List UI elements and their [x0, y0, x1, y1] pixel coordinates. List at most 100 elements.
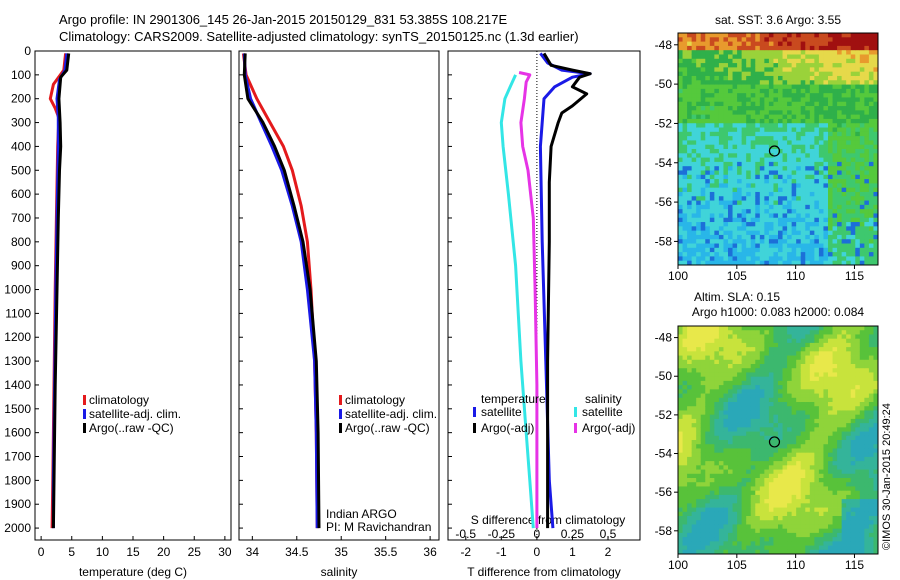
- sla-map-cell: [678, 452, 683, 458]
- sla-map-cell: [723, 511, 729, 517]
- sla-map-cell: [868, 503, 874, 508]
- sst-map-cell: [846, 226, 852, 232]
- sst-map-cell: [850, 187, 856, 193]
- sla-map-cell: [796, 478, 802, 483]
- sst-map-cell: [678, 191, 683, 197]
- sla-map-cell: [718, 414, 724, 420]
- sst-map-cell: [718, 217, 724, 223]
- sst-map-cell: [805, 71, 811, 77]
- sla-map-cell: [773, 427, 779, 432]
- sla-map-cell: [700, 385, 706, 390]
- sst-map-cell: [787, 213, 793, 219]
- sst-map-cell: [778, 131, 783, 137]
- sst-map-cell: [691, 84, 697, 90]
- sla-map-cell: [687, 507, 693, 513]
- sla-map-cell: [687, 503, 693, 508]
- sst-map-cell: [682, 157, 688, 163]
- sla-map-cell: [768, 528, 774, 534]
- sst-map-cell: [800, 93, 806, 98]
- sst-map-cell: [700, 54, 706, 60]
- sla-map-cell: [868, 541, 874, 546]
- sla-map-cell: [732, 528, 738, 534]
- sst-map-cell: [678, 179, 683, 184]
- sla-map-cell: [773, 364, 779, 369]
- sla-map-cell: [778, 368, 783, 373]
- sla-map-cell: [768, 494, 774, 500]
- sla-map-cell: [823, 402, 829, 407]
- sla-map-cell: [764, 448, 770, 454]
- sst-map-cell: [859, 136, 865, 141]
- sst-map-cell: [728, 88, 733, 94]
- sla-map-cell: [696, 448, 702, 454]
- sst-map-cell: [832, 127, 838, 133]
- sst-map-cell: [728, 149, 733, 154]
- sla-map-cell: [796, 380, 802, 386]
- sla-map-cell: [764, 410, 770, 416]
- sst-map-cell: [737, 170, 743, 176]
- sst-map-cell: [859, 71, 865, 77]
- sst-map-cell: [773, 183, 779, 189]
- sla-map-cell: [741, 402, 747, 407]
- temperature-plot-frame: [34, 50, 232, 541]
- sla-map-cell: [873, 490, 879, 496]
- sst-map-cell: [791, 226, 797, 232]
- sla-map-cell: [787, 486, 793, 492]
- sla-map-cell: [846, 330, 852, 335]
- sst-map-cell: [859, 37, 865, 42]
- sla-map-cell: [832, 499, 838, 504]
- sla-map-cell: [750, 427, 756, 432]
- sla-map-cell: [709, 397, 715, 403]
- sst-map-cell: [828, 217, 833, 223]
- sla-map-cell: [750, 351, 756, 356]
- sst-map-cell: [687, 144, 693, 150]
- sla-map-cell: [732, 347, 738, 352]
- sst-map-cell: [773, 166, 779, 171]
- sla-map-cell: [787, 490, 793, 496]
- sla-map-cell: [709, 393, 715, 399]
- sst-map-cell: [709, 88, 715, 94]
- sla-map-cell: [787, 376, 793, 382]
- sst-map-cell: [828, 41, 833, 47]
- sst-map-cell: [855, 187, 861, 193]
- sla-map-cell: [841, 537, 847, 542]
- sst-map-cell: [750, 75, 756, 81]
- sla-map-cell: [823, 469, 829, 475]
- sla-map-cell: [755, 414, 761, 420]
- sst-map-cell: [791, 41, 797, 47]
- sla-map-cell: [832, 397, 838, 403]
- sst-map-cell: [705, 243, 711, 249]
- sla-map-cell: [709, 406, 715, 411]
- sst-map-cell: [741, 256, 747, 262]
- sst-map-title: sat. SST: 3.6 Argo: 3.55: [715, 13, 841, 27]
- sst-map-cell: [832, 226, 838, 232]
- sla-map-cell: [814, 541, 820, 546]
- sla-map-cell: [818, 469, 824, 475]
- sst-map-cell: [723, 127, 729, 133]
- sla-map-cell: [737, 397, 743, 403]
- sla-map-cell: [755, 393, 761, 399]
- sla-map-cell: [750, 435, 756, 441]
- sla-map-cell: [814, 431, 820, 437]
- sla-map-cell: [691, 385, 697, 390]
- sst-map-cell: [791, 239, 797, 244]
- sla-map-cell: [828, 541, 833, 546]
- sst-map-cell: [855, 260, 861, 266]
- sst-map-cell: [823, 101, 829, 107]
- sla-map-cell: [837, 427, 843, 432]
- sla-map-cell: [705, 545, 711, 551]
- sst-map-cell: [691, 54, 697, 60]
- argo-float-position-marker: [768, 145, 781, 157]
- sla-map-cell: [732, 414, 738, 420]
- sst-map-cell: [750, 191, 756, 197]
- sst-map-cell: [800, 41, 806, 47]
- sla-map-cell: [768, 482, 774, 487]
- sla-map-cell: [759, 503, 765, 508]
- sla-map-cell: [859, 532, 865, 538]
- sst-map-cell: [678, 247, 683, 253]
- sst-map-cell: [768, 204, 774, 210]
- sst-map-cell: [728, 217, 733, 223]
- sst-map-cell: [678, 222, 683, 227]
- sst-map-cell: [759, 140, 765, 146]
- sla-map-cell: [837, 326, 843, 331]
- sst-map-cell: [809, 166, 815, 171]
